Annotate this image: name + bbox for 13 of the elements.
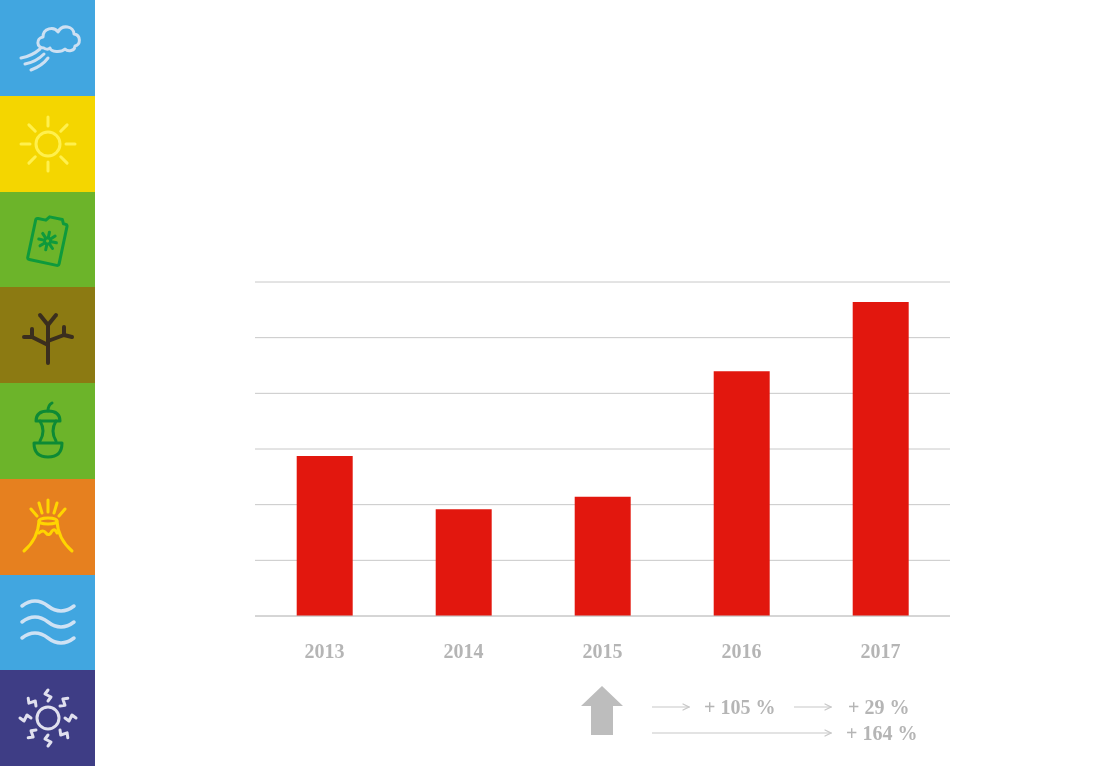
x-tick-label: 2016 [721,640,762,663]
x-tick-label: 2014 [443,640,484,663]
bar [296,455,353,616]
text: + 164 % [846,721,918,745]
text: + 105 % [704,695,776,719]
x-tick-label: 2015 [582,640,623,663]
bar [852,302,909,616]
bar [713,371,770,616]
bar [574,496,631,616]
text: + 29 % [848,695,910,719]
x-tick-label: 2017 [860,640,901,663]
x-tick-label: 2013 [304,640,345,663]
bar [435,509,492,616]
